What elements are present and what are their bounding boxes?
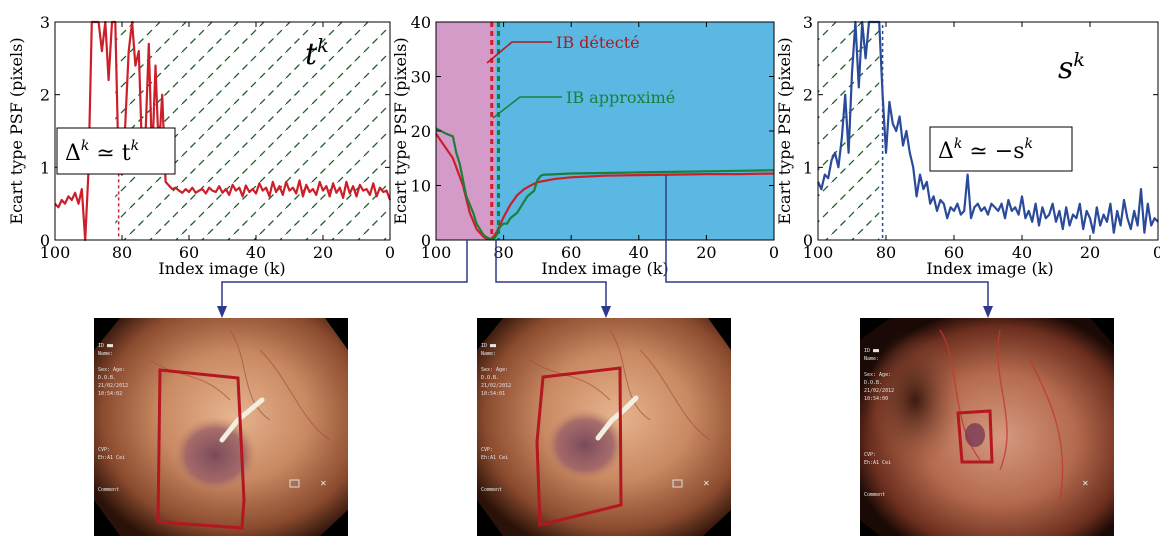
y-tick-label: 0	[421, 231, 431, 250]
svg-text:✕: ✕	[703, 479, 710, 488]
roi-box	[156, 368, 246, 530]
x-tick-label: 0	[385, 243, 395, 262]
shaded-region-1	[495, 22, 774, 240]
overlay-text: CVP:	[98, 447, 110, 453]
overlay-text: ID ■■	[98, 343, 113, 349]
svg-text:IB détecté: IB détecté	[556, 33, 640, 52]
delta-box: Δk ≃ tk	[56, 127, 176, 175]
overlay-text: Comment	[864, 492, 885, 498]
x-tick-label: 100	[803, 243, 834, 262]
x-axis-label: Index image (k)	[926, 259, 1053, 278]
overlay-text: Sex: Age:	[481, 367, 508, 373]
series-line-0	[435, 133, 775, 241]
plot-frame	[54, 21, 391, 241]
svg-text:IB approximé: IB approximé	[566, 88, 675, 107]
chart-t-k: 0 1 2 3 100 80 60 40 20 0 tk Δk ≃ tk Index image…	[7, 13, 395, 278]
y-axis-label: Ecart type PSF (pixels)	[7, 37, 26, 224]
y-tick-label: 20	[411, 122, 431, 141]
overlay-text: ID ■■	[864, 348, 879, 354]
connector-3	[665, 175, 989, 312]
y-tick-label: 3	[40, 13, 50, 32]
series-line-1	[435, 127, 775, 241]
y-tick-label: 10	[411, 177, 431, 196]
overlay-text: 10:54:00	[864, 396, 888, 402]
roi-box	[535, 366, 623, 527]
x-axis-label: Index image (k)	[158, 259, 285, 278]
annotation-ib-detecte: IB détecté	[486, 33, 640, 64]
shaded-region-0	[436, 22, 496, 240]
y-axis-label: Ecart type PSF (pixels)	[391, 37, 410, 224]
endoscopy-image-1: ID ■■ Name: Sex: Age: D.O.B. 21/02/2012 10:54…	[94, 318, 348, 536]
x-tick-label: 80	[112, 243, 132, 262]
overlay-text: Name:	[481, 351, 496, 357]
x-tick-label: 60	[944, 243, 964, 262]
overlay-text: D.O.B.	[864, 380, 882, 386]
y-tick-label: 1	[40, 158, 50, 177]
x-tick-label: 40	[629, 243, 649, 262]
overlay-text: 21/02/2012	[98, 383, 128, 389]
overlay-text: 10:54:01	[481, 391, 505, 397]
roi-box	[956, 409, 994, 464]
y-tick-label: 0	[803, 231, 813, 250]
corner-label: tk	[305, 35, 329, 72]
x-tick-label: 80	[876, 243, 896, 262]
overlay-text: 21/02/2012	[481, 383, 511, 389]
y-tick-label: 30	[411, 68, 431, 87]
overlay-text: CVP:	[864, 452, 876, 458]
overlay-text: Name:	[864, 356, 879, 362]
corner-label: sk	[1058, 49, 1085, 86]
svg-text:✕: ✕	[320, 479, 327, 488]
annotation-ib-approxime: IB approximé	[492, 88, 675, 119]
overlay-text: ID ■■	[481, 343, 496, 349]
overlay-text: Comment	[98, 487, 119, 493]
overlay-text: D.O.B.	[481, 375, 499, 381]
svg-text:Δk ≃ −sk: Δk ≃ −sk	[938, 136, 1033, 164]
y-tick-label: 3	[803, 13, 813, 32]
x-tick-label: 20	[696, 243, 716, 262]
y-tick-label: 2	[40, 86, 50, 105]
series-line-0	[54, 20, 392, 242]
connector-1	[221, 240, 468, 312]
overlay-text: Name:	[98, 351, 113, 357]
x-tick-label: 20	[1080, 243, 1100, 262]
x-tick-label: 60	[179, 243, 199, 262]
delta-box: Δk ≃ −sk	[929, 126, 1073, 172]
overlay-eh: Eh:A1 Cei	[864, 460, 891, 466]
x-tick-label: 80	[493, 243, 513, 262]
overlay-text: D.O.B.	[98, 375, 116, 381]
y-axis-label: Ecart type PSF (pixels)	[775, 37, 794, 224]
x-tick-label: 0	[1153, 243, 1160, 262]
overlay-text: CVP:	[481, 447, 493, 453]
x-axis-label: Index image (k)	[541, 259, 668, 278]
overlay-text: Sex: Age:	[98, 367, 125, 373]
y-tick-label: 0	[40, 231, 50, 250]
x-tick-label: 40	[246, 243, 266, 262]
chart-ib: 0 10 20 30 40 100 80 60 40 20 0 IB détecté IB app…	[391, 13, 779, 278]
y-tick-label: 1	[803, 158, 813, 177]
svg-text:✕: ✕	[1082, 479, 1089, 488]
y-tick-label: 40	[411, 13, 431, 32]
endoscopy-image-2: ID ■■ Name: Sex: Age: D.O.B. 21/02/2012 10:54…	[477, 318, 731, 536]
x-tick-label: 40	[1012, 243, 1032, 262]
plot-frame	[817, 21, 1159, 241]
overlay-eh: Eh:A1 Cei	[481, 455, 508, 461]
x-tick-label: 100	[40, 243, 71, 262]
x-tick-label: 100	[421, 243, 452, 262]
x-tick-label: 0	[769, 243, 779, 262]
x-tick-label: 20	[313, 243, 333, 262]
overlay-text: 21/02/2012	[864, 388, 894, 394]
overlay-text: Comment	[481, 487, 502, 493]
y-tick-label: 2	[803, 86, 813, 105]
endoscopy-image-3: ID ■■ Name: Sex: Age: D.O.B. 21/02/2012 10:54…	[860, 318, 1114, 536]
chart-s-k: 0 1 2 3 100 80 60 40 20 0 sk Δk ≃ −sk Index imag…	[775, 13, 1160, 278]
overlay-text: 10:54:02	[98, 391, 122, 397]
svg-text:Δk ≃ tk: Δk ≃ tk	[65, 138, 139, 166]
overlay-text: Sex: Age:	[864, 372, 891, 378]
connector-2	[495, 240, 607, 312]
x-tick-label: 60	[561, 243, 581, 262]
overlay-eh: Eh:A1 Cei	[98, 455, 125, 461]
connectors	[217, 175, 993, 318]
